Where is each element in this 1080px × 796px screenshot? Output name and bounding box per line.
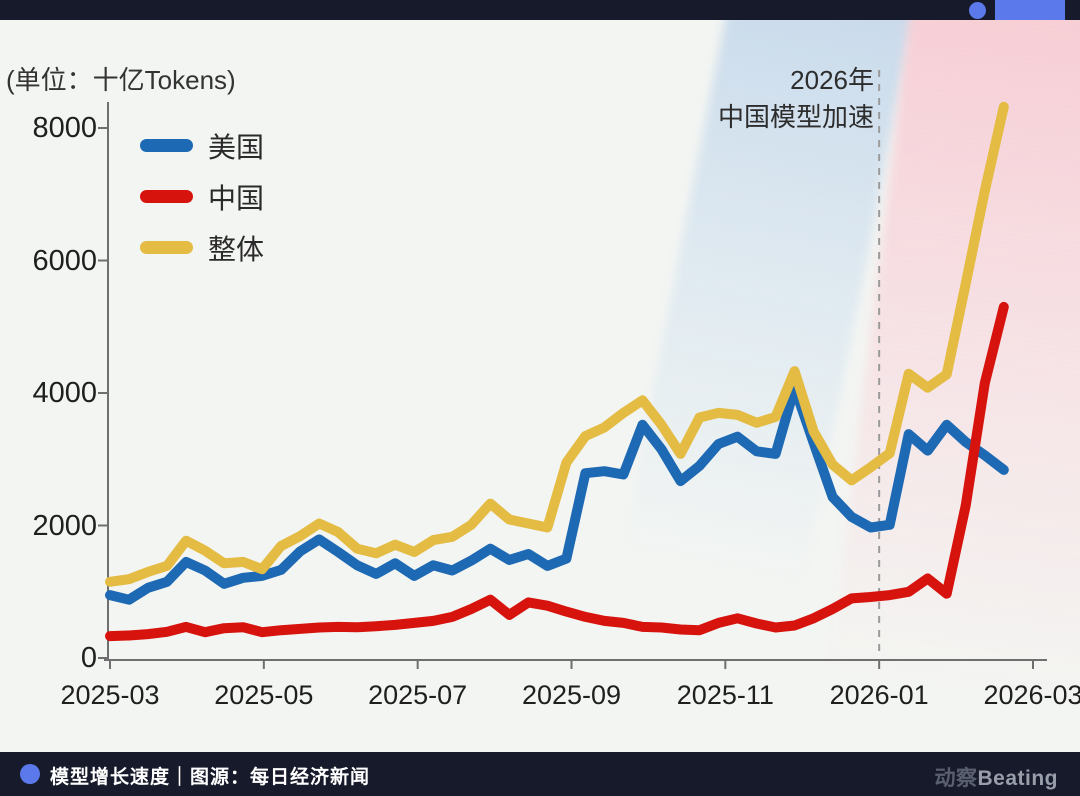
y-tick-label: 2000 (32, 509, 97, 542)
unit-label: (单位：十亿Tokens) (6, 65, 236, 95)
x-tick-label: 2026-03 (983, 680, 1080, 710)
legend-swatch-china-icon (140, 190, 193, 203)
brand-logo: 动察Beating (934, 762, 1058, 792)
legend-item-china[interactable]: 中国 (140, 171, 264, 222)
legend-item-us[interactable]: 美国 (140, 120, 264, 171)
footer-caption: 模型增长速度｜图源：每日经济新闻 (50, 767, 371, 788)
legend-item-overall[interactable]: 整体 (140, 222, 264, 273)
x-tick-label: 2026-01 (829, 680, 929, 710)
footer-bullet-icon (20, 764, 40, 784)
legend-swatch-overall-icon (140, 241, 193, 254)
legend-label-us: 美国 (208, 131, 265, 163)
y-tick-label: 6000 (32, 244, 97, 277)
legend-label-overall: 整体 (208, 233, 265, 265)
x-tick-label: 2025-09 (521, 680, 622, 710)
annotation-line1: 2026年 (790, 65, 874, 95)
window-accent-pill[interactable] (995, 0, 1065, 20)
annotation-line2: 中国模型加速 (717, 102, 874, 132)
x-tick-label: 2025-03 (60, 680, 160, 710)
y-tick-label: 8000 (32, 112, 97, 144)
brand-logo-en: Beating (977, 767, 1058, 790)
y-tick-label: 4000 (32, 377, 97, 409)
series-line-美国 (105, 382, 1009, 605)
top-bar (0, 0, 1080, 20)
annotation-2026-acceleration: 2026年 中国模型加速 (718, 62, 874, 136)
x-tick-label: 2025-07 (368, 680, 468, 710)
y-tick-label: 0 (80, 642, 97, 674)
legend: 美国 中国 整体 (140, 120, 264, 273)
x-tick-label: 2025-11 (676, 680, 774, 710)
brand-logo-cn: 动察 (934, 767, 978, 790)
window-accent-dot-icon[interactable] (969, 2, 986, 19)
legend-swatch-us-icon (140, 139, 193, 152)
footer-bar: 模型增长速度｜图源：每日经济新闻 动察Beating (0, 752, 1080, 796)
series-line-整体 (105, 101, 1009, 587)
legend-label-china: 中国 (208, 182, 265, 214)
series-line-中国 (105, 301, 1009, 642)
x-tick-label: 2025-05 (214, 680, 314, 710)
